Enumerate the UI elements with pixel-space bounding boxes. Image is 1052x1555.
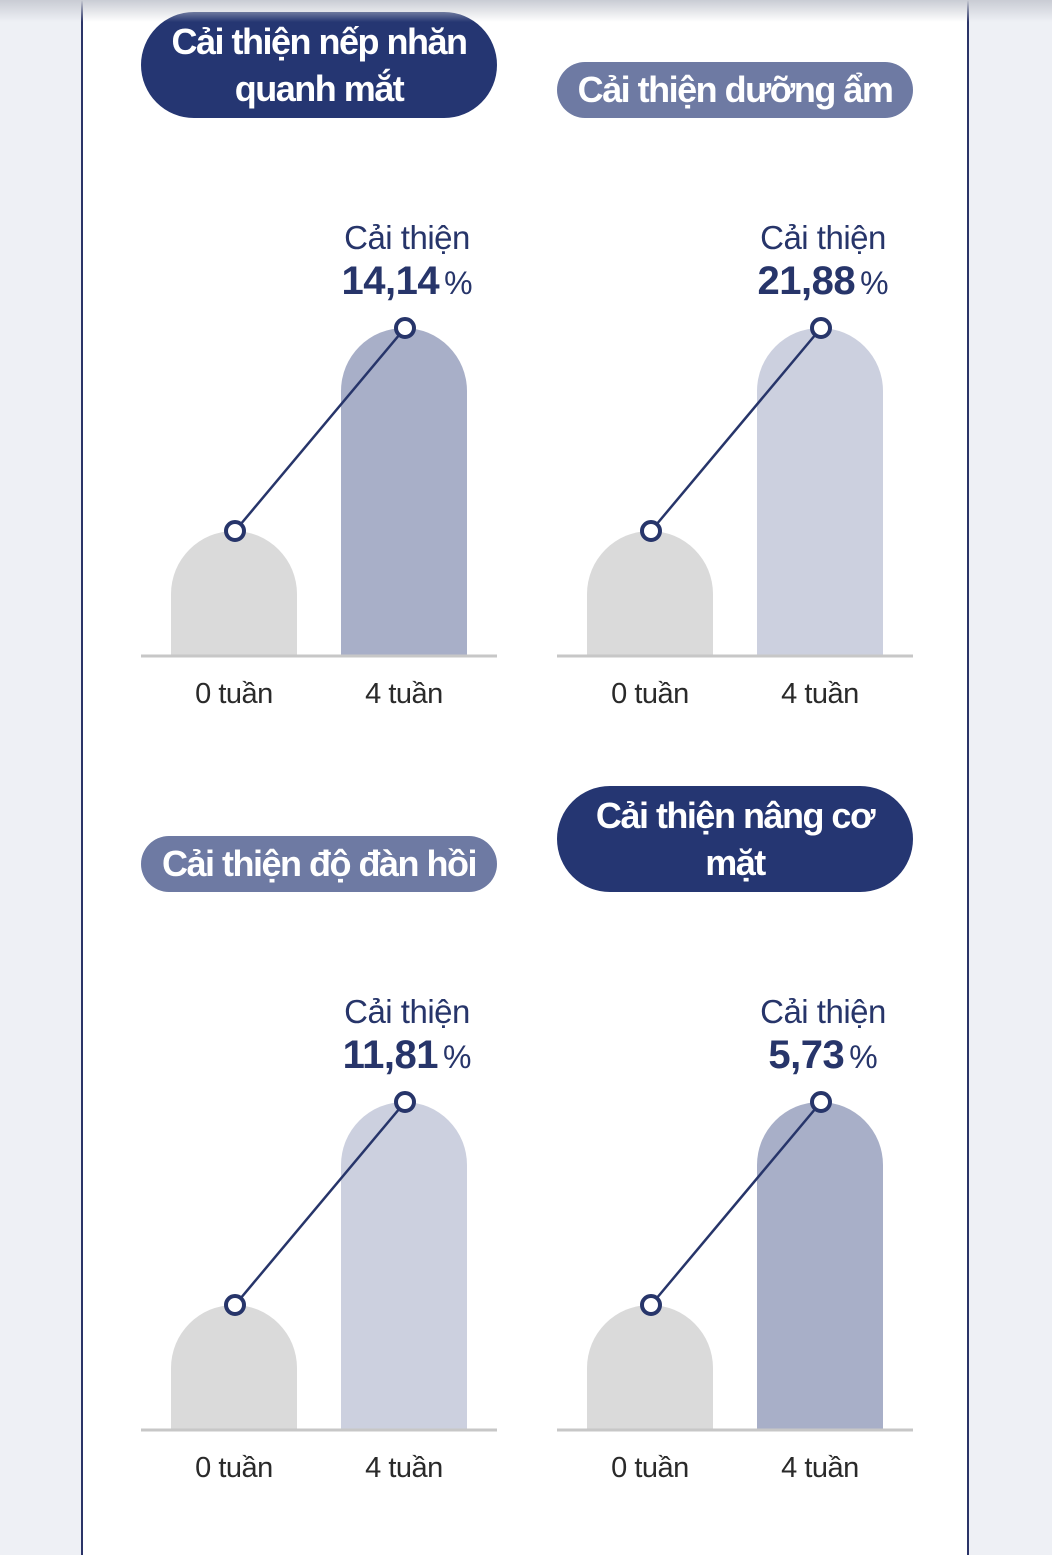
x-tick-label: 4 tuần [781, 1452, 859, 1484]
data-point-week-4 [810, 1091, 832, 1113]
bar-week-4 [757, 1102, 883, 1430]
bar-week-0 [587, 531, 713, 656]
x-tick-label: 4 tuần [365, 1452, 443, 1484]
data-point-week-4 [394, 1091, 416, 1113]
improvement-value: 5,73% [735, 1031, 911, 1088]
bar-chart [557, 1091, 913, 1432]
data-point-week-4 [394, 317, 416, 339]
x-tick-label: 0 tuần [195, 1452, 273, 1484]
improvement-unit: % [860, 265, 889, 301]
improvement-annotation: Cải thiện 14,14% [319, 218, 495, 314]
x-tick-label: 0 tuần [611, 1452, 689, 1484]
chart-title: Cải thiện dưỡng ẩm [557, 62, 913, 118]
improvement-number: 21,88 [757, 259, 856, 303]
data-point-week-0 [224, 520, 246, 542]
improvement-label: Cải thiện [344, 219, 470, 256]
x-tick-label: 4 tuần [365, 678, 443, 710]
improvement-annotation: Cải thiện 5,73% [735, 992, 911, 1088]
chart-panel-moisture: Cải thiện dưỡng ẩm Cải thiện 21,88% 0 tuần 4… [557, 0, 913, 730]
improvement-label: Cải thiện [344, 993, 470, 1030]
improvement-annotation: Cải thiện 11,81% [319, 992, 495, 1088]
x-tick-label: 0 tuần [611, 678, 689, 710]
bar-week-0 [171, 531, 297, 656]
trend-line [234, 327, 406, 532]
x-tick-label: 4 tuần [781, 678, 859, 710]
trend-line [234, 1101, 406, 1306]
bar-chart [557, 317, 913, 658]
chart-panel-wrinkle: Cải thiện nếp nhăn quanh mắt Cải thiện 14,… [141, 0, 497, 730]
improvement-value: 14,14% [319, 257, 495, 314]
x-tick-label: 0 tuần [195, 678, 273, 710]
improvement-value: 11,81% [319, 1031, 495, 1088]
data-point-week-0 [224, 1294, 246, 1316]
bar-week-0 [587, 1305, 713, 1430]
improvement-number: 5,73 [768, 1033, 845, 1077]
trend-line [650, 1101, 822, 1306]
chart-panel-elasticity: Cải thiện độ đàn hồi Cải thiện 11,81% 0 tuầ… [141, 774, 497, 1504]
improvement-label: Cải thiện [760, 219, 886, 256]
chart-title: Cải thiện độ đàn hồi [141, 836, 497, 892]
chart-title: Cải thiện nếp nhăn quanh mắt [141, 12, 497, 118]
bar-week-4 [341, 1102, 467, 1430]
bar-chart [141, 317, 497, 658]
bar-week-4 [757, 328, 883, 656]
bar-week-4 [341, 328, 467, 656]
bar-chart [141, 1091, 497, 1432]
trend-line [650, 327, 822, 532]
improvement-label: Cải thiện [760, 993, 886, 1030]
bar-week-0 [171, 1305, 297, 1430]
chart-panel-lifting: Cải thiện nâng cơ mặt Cải thiện 5,73% 0 tuầ… [557, 774, 913, 1504]
data-point-week-0 [640, 520, 662, 542]
top-shadow [0, 0, 1052, 22]
improvement-value: 21,88% [735, 257, 911, 314]
improvement-unit: % [442, 1039, 472, 1075]
improvement-annotation: Cải thiện 21,88% [735, 218, 911, 314]
chart-title: Cải thiện nâng cơ mặt [557, 786, 913, 892]
improvement-unit: % [849, 1039, 878, 1075]
improvement-number: 14,14 [341, 259, 440, 303]
data-point-week-0 [640, 1294, 662, 1316]
improvement-number: 11,81 [342, 1033, 439, 1077]
data-point-week-4 [810, 317, 832, 339]
improvement-unit: % [444, 265, 473, 301]
